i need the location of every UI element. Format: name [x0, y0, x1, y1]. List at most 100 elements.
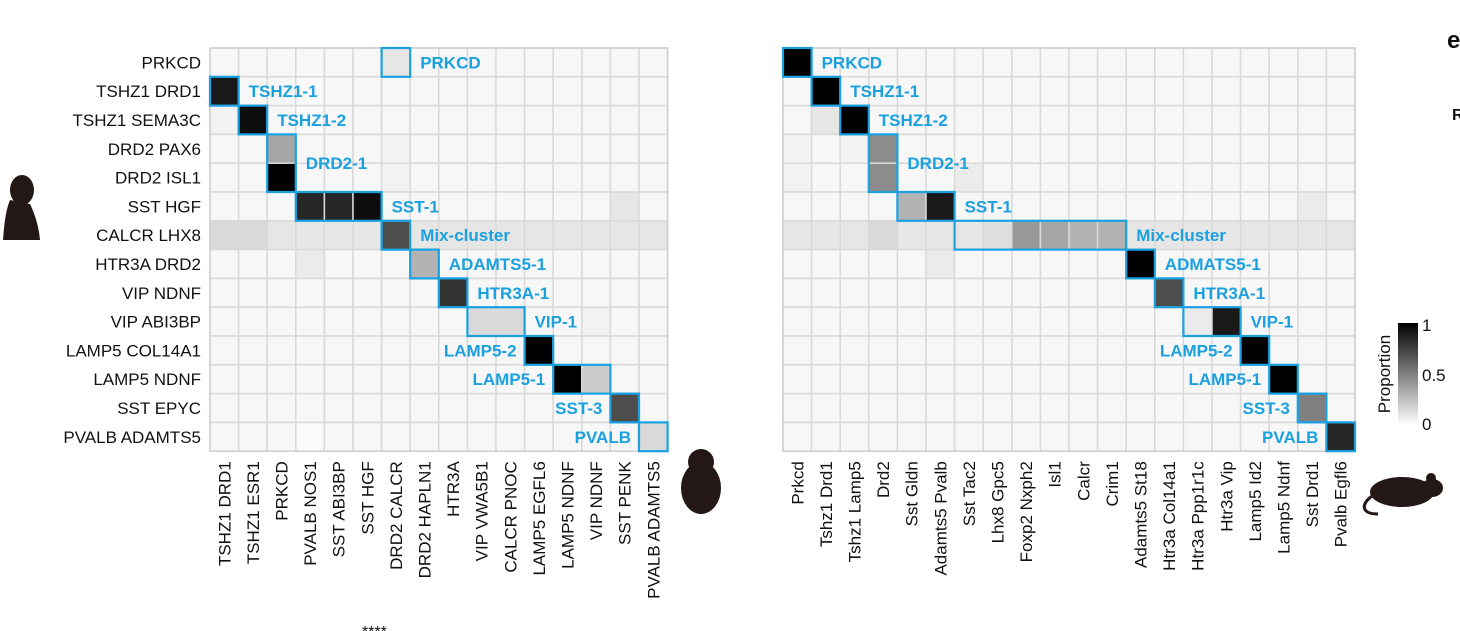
heatmap-cell: [380, 392, 411, 424]
heatmap-cell: [409, 76, 440, 107]
heatmap-cell: [810, 133, 841, 164]
heatmap-cell: [1325, 306, 1356, 337]
heatmap-cell: [638, 248, 669, 280]
column-label: DRD2 CALCR: [387, 461, 406, 570]
heatmap-cell: [438, 104, 469, 136]
heatmap-cell: [609, 277, 640, 308]
panel-letter: e: [1447, 27, 1460, 54]
heatmap-cell: [609, 306, 640, 337]
heatmap-cell: [1211, 220, 1242, 251]
heatmap-cell: [323, 76, 354, 107]
cluster-label: PVALB: [575, 428, 631, 447]
heatmap-cell: [925, 335, 956, 366]
heatmap-cell: [380, 248, 411, 280]
heatmap-cell: [868, 277, 899, 308]
heatmap-cell: [1211, 104, 1242, 136]
heatmap-cell: [1211, 76, 1242, 107]
heatmap-cell: [839, 364, 870, 395]
column-label: Adamts5 St18: [1132, 461, 1151, 568]
cluster-label: HTR3A-1: [477, 284, 549, 303]
heatmap-cell: [266, 133, 297, 164]
cluster-label: ADMATS5-1: [1165, 255, 1261, 274]
heatmap-cell: [438, 162, 469, 193]
column-label: Lamp5 Ndnf: [1275, 461, 1294, 554]
heatmap-cell: [1039, 133, 1070, 164]
heatmap-cell: [638, 162, 669, 193]
heatmap-cell: [839, 392, 870, 424]
heatmap-cell: [868, 335, 899, 366]
heatmap-cell: [609, 364, 640, 395]
heatmap-cell: [1182, 248, 1213, 280]
heatmap-cell: [810, 335, 841, 366]
heatmap-cell: [581, 364, 612, 395]
legend-tick-mid: 0.5: [1422, 366, 1446, 385]
heatmap-cell: [1039, 277, 1070, 308]
heatmap-cell: [1011, 335, 1042, 366]
heatmap-cell: [552, 191, 583, 222]
heatmap-cell: [1154, 47, 1185, 78]
heatmap-cell: [1268, 335, 1299, 366]
heatmap-cell: [438, 191, 469, 222]
heatmap-cell: [1211, 133, 1242, 164]
row-label: DRD2 ISL1: [115, 169, 201, 188]
heatmap-cell: [1096, 220, 1127, 251]
heatmap-cell: [209, 364, 240, 395]
cluster-label: HTR3A-1: [1193, 284, 1265, 303]
heatmap-cell: [1039, 220, 1070, 251]
heatmap-cell: [925, 191, 956, 222]
heatmap-cell: [1096, 76, 1127, 107]
legend-title: Proportion: [1375, 335, 1394, 413]
heatmap-cell: [982, 248, 1013, 280]
heatmap-cell: [810, 421, 841, 452]
heatmap-cell: [352, 220, 383, 251]
heatmap-cell: [609, 76, 640, 107]
heatmap-cell: [209, 306, 240, 337]
column-label: PRKCD: [273, 461, 292, 521]
cluster-box: [1325, 421, 1357, 453]
heatmap-cell: [495, 133, 526, 164]
heatmap-cell: [896, 47, 927, 78]
heatmap-cell: [1211, 47, 1242, 78]
column-label: HTR3A: [444, 461, 463, 517]
heatmap-cell: [438, 335, 469, 366]
cluster-label: DRD2-1: [907, 154, 968, 173]
heatmap-frame: [782, 47, 1356, 452]
heatmap-cell: [638, 421, 669, 452]
edge-stars: ****: [362, 624, 387, 631]
column-label: VIP NDNF: [587, 461, 606, 540]
heatmap-cell: [237, 392, 268, 424]
heatmap-cell: [868, 421, 899, 452]
heatmap-cell: [1154, 306, 1185, 337]
heatmap-cell: [209, 76, 240, 107]
row-label: PRKCD: [141, 53, 201, 72]
heatmap-cell: [523, 191, 554, 222]
heatmap-cell: [1096, 47, 1127, 78]
heatmap-cell: [1325, 248, 1356, 280]
heatmap-cell: [868, 220, 899, 251]
heatmap-cell: [266, 392, 297, 424]
heatmap-cell: [1182, 104, 1213, 136]
heatmap-cell: [266, 364, 297, 395]
heatmap-cell: [409, 104, 440, 136]
heatmap-cell: [266, 248, 297, 280]
heatmap-cell: [209, 277, 240, 308]
cluster-box: [466, 306, 526, 338]
heatmap-cell: [1239, 335, 1270, 366]
heatmap-cell: [609, 248, 640, 280]
cluster-box: [380, 46, 412, 78]
cluster-label: PRKCD: [822, 53, 882, 72]
heatmap-cell: [1154, 76, 1185, 107]
heatmap-cell: [1182, 47, 1213, 78]
heatmap-cell: [1068, 392, 1099, 424]
heatmap-cell: [237, 133, 268, 164]
heatmap-cell: [1268, 162, 1299, 193]
heatmap-cell: [1068, 104, 1099, 136]
heatmap-cell: [1011, 162, 1042, 193]
heatmap-cell: [323, 47, 354, 78]
heatmap-cell: [982, 335, 1013, 366]
heatmap-cell: [1268, 277, 1299, 308]
cluster-box: [1182, 306, 1242, 338]
heatmap-cell: [782, 392, 813, 424]
row-label: PVALB ADAMTS5: [63, 428, 201, 447]
heatmap-cell: [839, 277, 870, 308]
